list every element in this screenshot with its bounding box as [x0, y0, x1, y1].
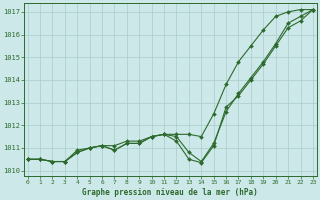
X-axis label: Graphe pression niveau de la mer (hPa): Graphe pression niveau de la mer (hPa)	[83, 188, 258, 197]
